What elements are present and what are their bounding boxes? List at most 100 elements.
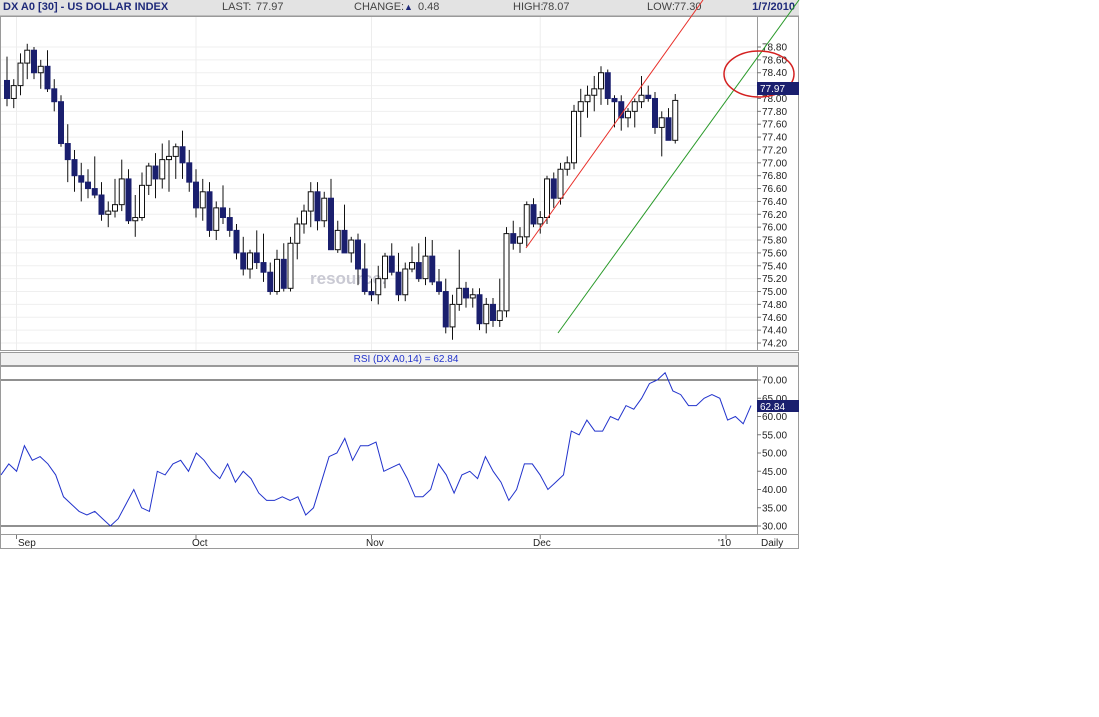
candle-body-down: [665, 117, 672, 141]
candle: [4, 56, 10, 107]
candle-body-down: [98, 194, 105, 215]
candle: [91, 156, 98, 199]
candle: [226, 207, 233, 237]
candle-body-down: [44, 65, 51, 90]
candle: [328, 178, 334, 251]
price-tick-label: 77.20: [762, 145, 787, 156]
candle: [604, 69, 611, 105]
rsi-tick-label: 35.00: [762, 503, 787, 514]
high-value: 78.07: [542, 1, 570, 13]
candle: [139, 172, 145, 221]
price-tick-label: 78.40: [762, 68, 787, 79]
candle-body-up: [456, 287, 463, 305]
candle: [118, 159, 125, 212]
candle: [280, 243, 287, 292]
price-tick-label: 76.00: [762, 223, 787, 234]
candle: [631, 98, 638, 128]
candle-body-up: [496, 310, 503, 321]
candle-body-down: [186, 162, 193, 183]
candle-body-down: [355, 239, 361, 270]
rsi-title-bar: [0, 352, 799, 366]
candle: [483, 297, 490, 334]
candle-body-down: [267, 271, 274, 293]
candle: [193, 169, 199, 218]
candle: [517, 227, 523, 253]
candle: [267, 262, 274, 295]
price-tick-label: 75.20: [762, 274, 787, 285]
candle: [463, 281, 469, 308]
candle: [44, 50, 51, 93]
candle-body-up: [625, 110, 631, 119]
candle: [672, 93, 679, 144]
upper-trendline: [525, 0, 704, 249]
candle: [537, 211, 544, 234]
candle: [456, 249, 463, 311]
price-tick-label: 74.60: [762, 313, 787, 324]
rsi-tick-label: 65.00: [762, 394, 787, 405]
last-value: 77.97: [256, 1, 284, 13]
candle-body-up: [307, 191, 314, 212]
candle: [98, 182, 105, 221]
candle: [442, 278, 449, 334]
candle-body-down: [645, 94, 652, 99]
candle-body-up: [10, 85, 17, 99]
candle: [220, 185, 226, 224]
candle: [409, 246, 415, 273]
candle-body-up: [672, 99, 679, 141]
candle-body-up: [145, 165, 152, 186]
candle-body-up: [247, 252, 253, 270]
candle-body-up: [658, 117, 665, 128]
candle: [638, 75, 645, 109]
candle: [665, 108, 672, 141]
candle-body-up: [375, 278, 382, 296]
candle: [321, 191, 328, 228]
change-label: CHANGE:: [354, 1, 405, 13]
highlight-circle: [723, 50, 795, 98]
candle: [206, 182, 213, 237]
candle: [260, 233, 267, 282]
candle: [166, 140, 172, 192]
candle-body-up: [24, 49, 31, 64]
candle: [598, 66, 604, 105]
candle-body-down: [4, 79, 10, 99]
candle: [314, 182, 321, 231]
candle: [274, 249, 280, 295]
candle: [51, 79, 58, 112]
candle-body-up: [166, 155, 172, 161]
price-tick-label: 75.00: [762, 287, 787, 298]
chart-date: 1/7/2010: [752, 1, 795, 13]
chart-svg: resource. 74.20 74.40 74.60 74.80 75.00 75.20…: [0, 0, 800, 549]
x-tick-label: Oct: [192, 538, 208, 549]
candle-body-down: [368, 291, 375, 296]
candle: [503, 227, 510, 318]
candle-body-up: [449, 303, 456, 328]
candle-body-up: [17, 62, 24, 87]
candle: [294, 217, 301, 260]
price-tick-label: 78.60: [762, 55, 787, 66]
candle: [469, 288, 476, 308]
candle: [523, 201, 530, 247]
low-value: 77.30: [674, 1, 702, 13]
candle: [334, 220, 341, 253]
rsi-tick-label: 30.00: [762, 522, 787, 533]
candle-body-down: [206, 191, 213, 231]
candle: [490, 297, 496, 327]
rsi-series: [0, 371, 757, 527]
candle: [240, 236, 247, 276]
candle: [233, 223, 240, 260]
candle: [368, 278, 375, 302]
candle: [429, 240, 436, 286]
rsi-last-marker: 62.84: [757, 400, 799, 413]
candle: [402, 262, 409, 302]
price-tick-label: 77.00: [762, 158, 787, 169]
rsi-tick-label: 60.00: [762, 412, 787, 423]
candle-body-down: [442, 291, 449, 328]
candle: [375, 265, 382, 305]
candle-body-down: [510, 233, 517, 244]
candle-body-up: [544, 178, 550, 219]
price-tick-label: 75.40: [762, 261, 787, 272]
candle: [422, 236, 429, 286]
candle: [618, 95, 625, 131]
candle: [145, 162, 152, 195]
candle: [577, 88, 584, 138]
